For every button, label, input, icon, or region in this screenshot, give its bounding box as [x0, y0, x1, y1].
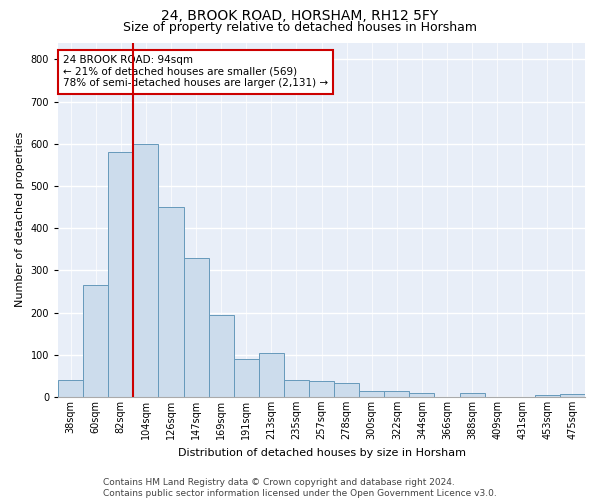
Bar	[259, 354, 284, 397]
Bar	[58, 380, 83, 397]
Bar	[234, 359, 259, 397]
Bar	[83, 285, 108, 397]
X-axis label: Distribution of detached houses by size in Horsham: Distribution of detached houses by size …	[178, 448, 466, 458]
Bar	[309, 381, 334, 397]
Y-axis label: Number of detached properties: Number of detached properties	[15, 132, 25, 308]
Bar	[560, 394, 585, 397]
Bar	[460, 392, 485, 397]
Bar	[184, 258, 209, 397]
Bar	[209, 316, 234, 397]
Bar	[334, 384, 359, 397]
Bar	[359, 390, 384, 397]
Bar	[158, 207, 184, 397]
Text: 24, BROOK ROAD, HORSHAM, RH12 5FY: 24, BROOK ROAD, HORSHAM, RH12 5FY	[161, 9, 439, 23]
Bar	[133, 144, 158, 397]
Bar	[409, 392, 434, 397]
Text: 24 BROOK ROAD: 94sqm
← 21% of detached houses are smaller (569)
78% of semi-deta: 24 BROOK ROAD: 94sqm ← 21% of detached h…	[63, 55, 328, 88]
Text: Contains HM Land Registry data © Crown copyright and database right 2024.
Contai: Contains HM Land Registry data © Crown c…	[103, 478, 497, 498]
Bar	[384, 390, 409, 397]
Bar	[284, 380, 309, 397]
Text: Size of property relative to detached houses in Horsham: Size of property relative to detached ho…	[123, 21, 477, 34]
Bar	[108, 152, 133, 397]
Bar	[535, 395, 560, 397]
